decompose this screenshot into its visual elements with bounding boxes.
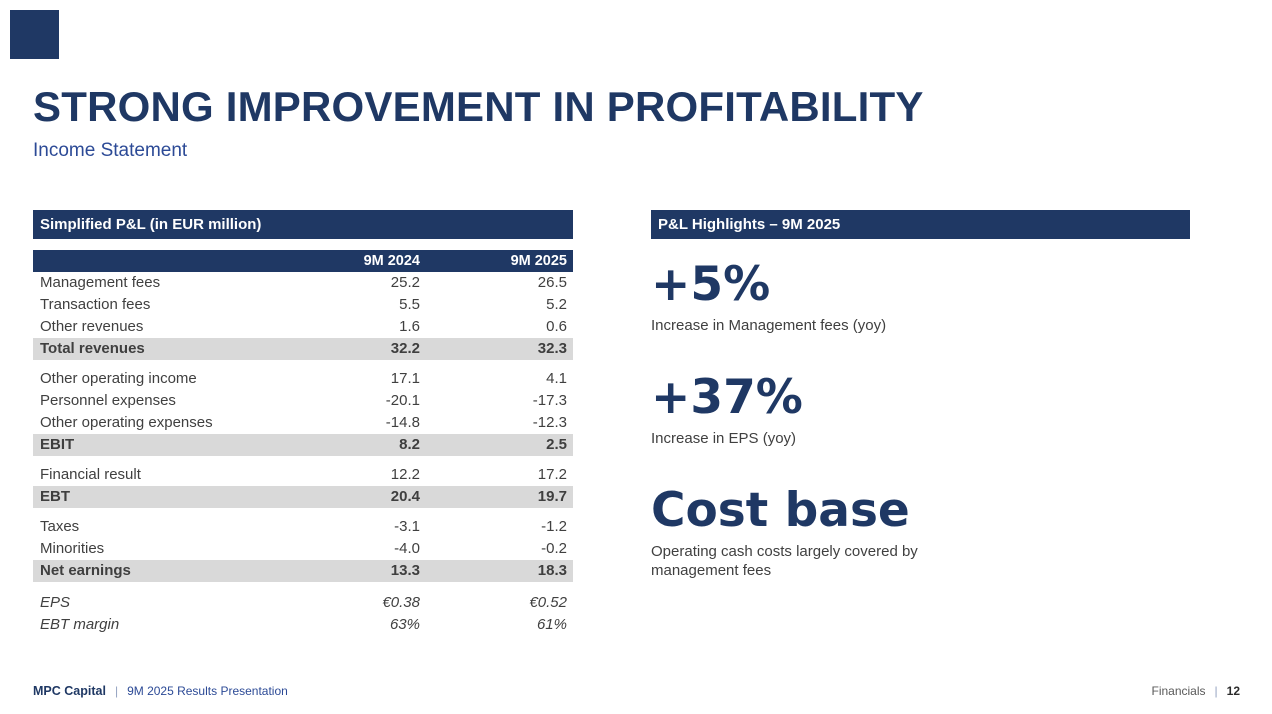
row-value-9m2024: 1.6: [399, 318, 420, 335]
row-label: Net earnings: [40, 562, 131, 579]
row-value-9m2024: 32.2: [390, 340, 420, 357]
row-label: EBIT: [40, 436, 75, 453]
highlight-value: Cost base: [651, 483, 910, 538]
table-row: Personnel expenses -20.1 -17.3: [33, 390, 573, 412]
row-value-9m2025: 2.5: [546, 436, 567, 453]
highlight-value: +5%: [651, 257, 771, 312]
row-value-9m2025: -12.3: [532, 414, 567, 431]
highlight-eps: +37% Increase in EPS (yoy): [651, 370, 1190, 448]
row-value-9m2024: €0.38: [382, 594, 420, 611]
table-row-ebt: EBT 20.4 19.7: [33, 486, 573, 508]
section-label: Financials: [1151, 684, 1206, 698]
highlight-cost-base: Cost base Operating cash costs largely c…: [651, 483, 1190, 580]
row-value-9m2024: 25.2: [390, 274, 420, 291]
table-row: Other revenues 1.6 0.6: [33, 316, 573, 338]
row-value-9m2025: -17.3: [532, 392, 567, 409]
row-value-9m2025: 0.6: [546, 318, 567, 335]
row-value-9m2025: €0.52: [529, 594, 567, 611]
brand-name: MPC Capital: [33, 684, 106, 698]
column-header-spacer: [33, 250, 314, 272]
highlight-caption: Operating cash costs largely covered by …: [651, 543, 918, 579]
row-value-9m2024: 20.4: [390, 488, 420, 505]
row-value-9m2024: 5.5: [399, 296, 420, 313]
row-label: Management fees: [40, 274, 161, 291]
row-value-9m2024: 17.1: [390, 370, 420, 387]
row-value-9m2025: 5.2: [546, 296, 567, 313]
pnl-highlights-panel: P&L Highlights – 9M 2025 +5% Increase in…: [651, 210, 1190, 580]
deck-title: 9M 2025 Results Presentation: [127, 684, 288, 698]
row-value-9m2024: 12.2: [390, 466, 420, 483]
row-value-9m2024: 8.2: [399, 436, 420, 453]
brand-logo-square: [10, 10, 59, 59]
simplified-pnl-table: Simplified P&L (in EUR million) 9M 2024 …: [33, 210, 573, 636]
highlight-value: +37%: [651, 370, 803, 425]
page-title: STRONG IMPROVEMENT IN PROFITABILITY: [33, 83, 924, 130]
row-label: Financial result: [40, 466, 141, 483]
row-value-9m2025: 19.7: [537, 488, 567, 505]
row-value-9m2025: 17.2: [537, 466, 567, 483]
table-row-ebit: EBIT 8.2 2.5: [33, 434, 573, 456]
highlight-caption: Increase in Management fees (yoy): [651, 317, 887, 334]
row-label: Personnel expenses: [40, 392, 176, 409]
row-value-9m2025: -1.2: [541, 518, 567, 535]
row-label: Other revenues: [40, 318, 144, 335]
table-row: Taxes -3.1 -1.2: [33, 516, 573, 538]
row-label: EPS: [40, 594, 71, 611]
row-label: Other operating income: [40, 370, 197, 387]
footer-separator: |: [114, 684, 119, 698]
row-value-9m2025: 18.3: [537, 562, 567, 579]
row-value-9m2024: 63%: [389, 616, 420, 633]
highlight-caption: Increase in EPS (yoy): [651, 430, 797, 447]
row-value-9m2025: -0.2: [541, 540, 567, 557]
table-row: Management fees 25.2 26.5: [33, 272, 573, 294]
page-number: 12: [1226, 684, 1240, 698]
row-value-9m2025: 61%: [536, 616, 567, 633]
highlight-management-fees: +5% Increase in Management fees (yoy): [651, 257, 1190, 335]
row-value-9m2024: -4.0: [394, 540, 420, 557]
highlights-title-bar: P&L Highlights – 9M 2025: [651, 210, 1190, 239]
row-value-9m2024: -20.1: [385, 392, 420, 409]
page-subtitle: Income Statement: [33, 140, 188, 161]
row-label: EBT: [40, 488, 70, 505]
row-value-9m2024: -14.8: [385, 414, 420, 431]
table-row: Other operating income 17.1 4.1: [33, 368, 573, 390]
column-header-9m-2024: 9M 2024: [363, 253, 420, 269]
footer-left: MPC Capital | 9M 2025 Results Presentation: [33, 684, 288, 698]
row-label: Transaction fees: [40, 296, 151, 313]
row-value-9m2025: 26.5: [537, 274, 567, 291]
row-label: Total revenues: [40, 340, 145, 357]
row-label: Taxes: [40, 518, 80, 535]
row-label: Minorities: [40, 540, 105, 557]
row-value-9m2024: -3.1: [394, 518, 420, 535]
table-row: Minorities -4.0 -0.2: [33, 538, 573, 560]
table-row: Other operating expenses -14.8 -12.3: [33, 412, 573, 434]
table-row-net-earnings: Net earnings 13.3 18.3: [33, 560, 573, 582]
column-header-9m-2025: 9M 2025: [510, 253, 567, 269]
footer-separator: |: [1214, 684, 1218, 698]
table-row: Transaction fees 5.5 5.2: [33, 294, 573, 316]
row-label: EBT margin: [40, 616, 120, 633]
row-value-9m2025: 32.3: [537, 340, 567, 357]
footer-right: Financials | 12: [1151, 684, 1240, 698]
row-value-9m2024: 13.3: [390, 562, 420, 579]
table-column-header-row: 9M 2024 9M 2025: [33, 250, 573, 272]
row-label: Other operating expenses: [40, 414, 213, 431]
table-row-eps: EPS €0.38 €0.52: [33, 592, 573, 614]
table-row-ebt-margin: EBT margin 63% 61%: [33, 614, 573, 636]
row-value-9m2025: 4.1: [546, 370, 567, 387]
table-title-bar: Simplified P&L (in EUR million): [33, 210, 573, 239]
table-row-total-revenues: Total revenues 32.2 32.3: [33, 338, 573, 360]
table-row: Financial result 12.2 17.2: [33, 464, 573, 486]
